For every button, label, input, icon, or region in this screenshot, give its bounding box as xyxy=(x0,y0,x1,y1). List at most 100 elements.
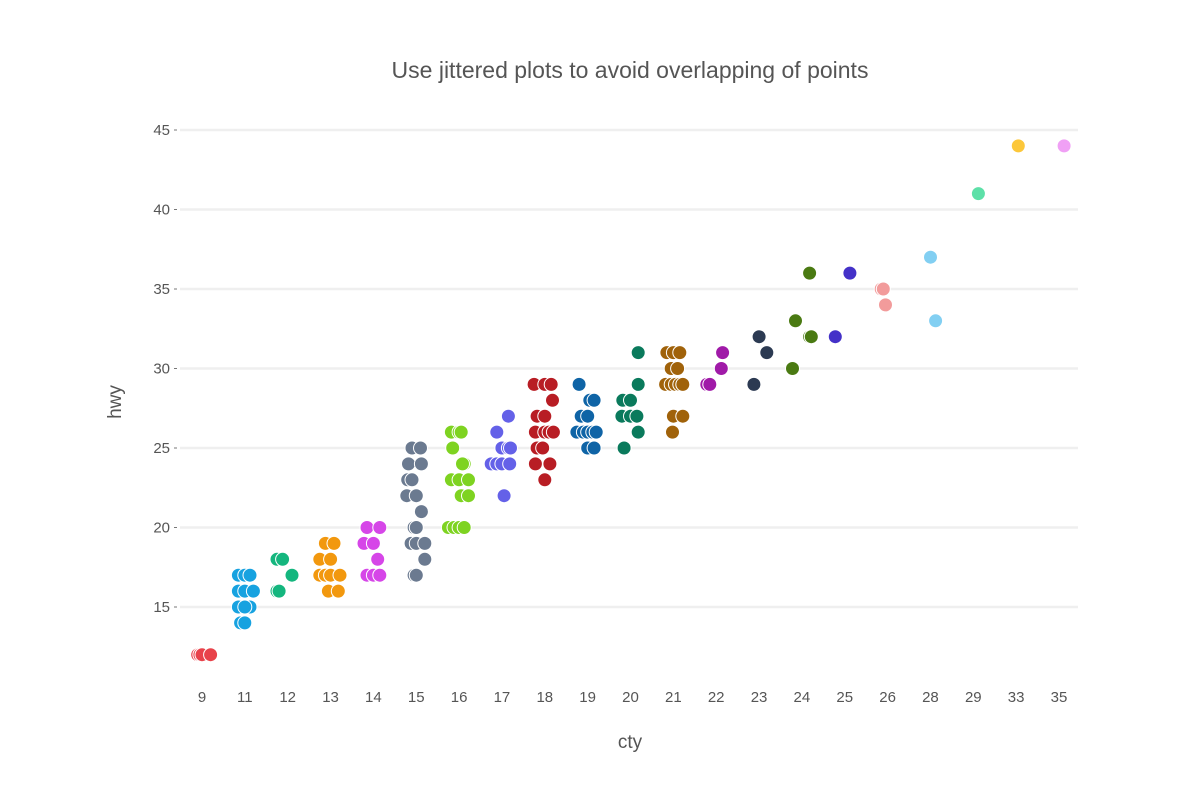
data-point-cty-18-hwy-23 xyxy=(537,472,553,488)
y-tick-label-20: 20 xyxy=(153,520,170,537)
data-point-cty-24-hwy-33 xyxy=(788,313,803,329)
data-point-cty-15-hwy-18 xyxy=(417,551,433,567)
series-cty-33 xyxy=(1010,138,1026,154)
data-point-cty-18-hwy-27 xyxy=(537,408,553,424)
series-cty-9 xyxy=(190,647,219,663)
x-tick-label-24: 24 xyxy=(794,689,811,706)
data-point-cty-21-hwy-31 xyxy=(672,345,688,361)
data-point-cty-17-hwy-24 xyxy=(502,456,518,472)
data-point-cty-20-hwy-26 xyxy=(630,424,646,440)
x-tick-label-14: 14 xyxy=(365,689,382,706)
series-cty-25 xyxy=(827,265,858,345)
y-tick-label-15: 15 xyxy=(153,599,170,616)
x-tick-label-12: 12 xyxy=(279,689,296,706)
data-point-cty-13-hwy-16 xyxy=(330,583,346,599)
data-point-cty-15-hwy-17 xyxy=(408,567,424,583)
data-point-cty-19-hwy-25 xyxy=(586,440,602,456)
data-point-cty-18-hwy-26 xyxy=(545,424,561,440)
data-point-cty-20-hwy-31 xyxy=(630,345,646,361)
data-point-cty-18-hwy-24 xyxy=(527,456,543,472)
data-point-cty-15-hwy-22 xyxy=(408,488,424,504)
data-point-cty-17-hwy-27 xyxy=(500,408,516,424)
data-point-cty-9-hwy-12 xyxy=(203,647,219,663)
data-point-cty-15-hwy-25 xyxy=(413,440,428,456)
data-point-cty-15-hwy-20 xyxy=(408,520,424,535)
data-point-cty-17-hwy-22 xyxy=(496,488,512,504)
data-point-cty-17-hwy-25 xyxy=(503,440,518,456)
data-point-cty-19-hwy-27 xyxy=(580,408,596,424)
data-point-cty-22-hwy-31 xyxy=(715,345,731,361)
data-point-cty-15-hwy-24 xyxy=(401,456,416,472)
data-point-cty-18-hwy-25 xyxy=(535,440,551,456)
data-point-cty-20-hwy-29 xyxy=(630,376,646,392)
data-point-cty-14-hwy-20 xyxy=(372,520,388,535)
series-cty-23 xyxy=(746,329,775,392)
data-point-cty-16-hwy-26 xyxy=(453,424,469,440)
x-tick-label-25: 25 xyxy=(836,689,853,706)
x-tick-label-21: 21 xyxy=(665,689,682,706)
series-cty-15 xyxy=(399,440,433,583)
data-point-cty-26-hwy-35 xyxy=(875,281,891,297)
data-point-cty-15-hwy-23 xyxy=(404,472,420,488)
x-axis-label: cty xyxy=(618,732,643,753)
y-tick-label-40: 40 xyxy=(153,202,170,219)
data-points xyxy=(190,138,1072,663)
data-point-cty-21-hwy-30 xyxy=(670,361,686,376)
x-tick-label-18: 18 xyxy=(536,689,553,706)
series-cty-16 xyxy=(440,424,476,535)
x-tick-label-20: 20 xyxy=(622,689,639,706)
data-point-cty-25-hwy-32 xyxy=(827,329,843,345)
series-cty-17 xyxy=(483,408,518,504)
data-point-cty-13-hwy-17 xyxy=(332,567,348,583)
x-tick-label-33: 33 xyxy=(1008,689,1025,706)
data-point-cty-18-hwy-24 xyxy=(542,456,558,472)
data-point-cty-12-hwy-16 xyxy=(271,583,287,599)
y-axis-ticks: 15 20 25 30 35 40 45 xyxy=(153,122,177,616)
series-cty-13 xyxy=(312,535,348,599)
data-point-cty-24-hwy-30 xyxy=(785,361,800,376)
x-tick-label-16: 16 xyxy=(451,689,468,706)
data-point-cty-19-hwy-28 xyxy=(586,392,602,408)
series-cty-35 xyxy=(1056,138,1072,154)
data-point-cty-16-hwy-23 xyxy=(461,472,476,488)
data-point-cty-11-hwy-16 xyxy=(245,583,261,599)
data-point-cty-20-hwy-28 xyxy=(623,392,638,408)
x-tick-label-29: 29 xyxy=(965,689,982,706)
x-tick-label-9: 9 xyxy=(198,689,206,706)
x-tick-label-15: 15 xyxy=(408,689,425,706)
data-point-cty-15-hwy-19 xyxy=(417,535,433,551)
series-cty-26 xyxy=(873,281,893,313)
data-point-cty-19-hwy-26 xyxy=(588,424,604,440)
series-cty-21 xyxy=(658,345,691,440)
x-tick-label-23: 23 xyxy=(751,689,768,706)
data-point-cty-33-hwy-44 xyxy=(1010,138,1026,154)
y-tick-label-25: 25 xyxy=(153,440,170,457)
data-point-cty-12-hwy-17 xyxy=(284,567,300,583)
y-tick-label-30: 30 xyxy=(153,361,170,378)
data-point-cty-13-hwy-19 xyxy=(326,535,342,551)
data-point-cty-15-hwy-24 xyxy=(413,456,429,472)
series-cty-14 xyxy=(356,520,388,583)
data-point-cty-20-hwy-27 xyxy=(629,408,645,424)
data-point-cty-14-hwy-19 xyxy=(365,535,381,551)
data-point-cty-26-hwy-34 xyxy=(878,297,893,313)
y-tick-label-45: 45 xyxy=(153,122,170,139)
data-point-cty-16-hwy-22 xyxy=(461,488,476,504)
data-point-cty-16-hwy-25 xyxy=(445,440,461,456)
series-cty-29 xyxy=(970,186,986,202)
x-tick-label-13: 13 xyxy=(322,689,339,706)
data-point-cty-13-hwy-18 xyxy=(323,551,339,567)
data-point-cty-18-hwy-29 xyxy=(543,376,559,392)
y-tick-label-35: 35 xyxy=(153,281,170,298)
x-tick-label-19: 19 xyxy=(579,689,596,706)
data-point-cty-21-hwy-29 xyxy=(675,376,691,392)
x-tick-label-26: 26 xyxy=(879,689,896,706)
data-point-cty-11-hwy-17 xyxy=(242,567,258,583)
data-point-cty-22-hwy-29 xyxy=(702,376,718,392)
grid-lines xyxy=(180,128,1078,609)
data-point-cty-15-hwy-21 xyxy=(413,504,429,520)
data-point-cty-24-hwy-36 xyxy=(802,265,818,281)
series-cty-28 xyxy=(923,249,944,329)
